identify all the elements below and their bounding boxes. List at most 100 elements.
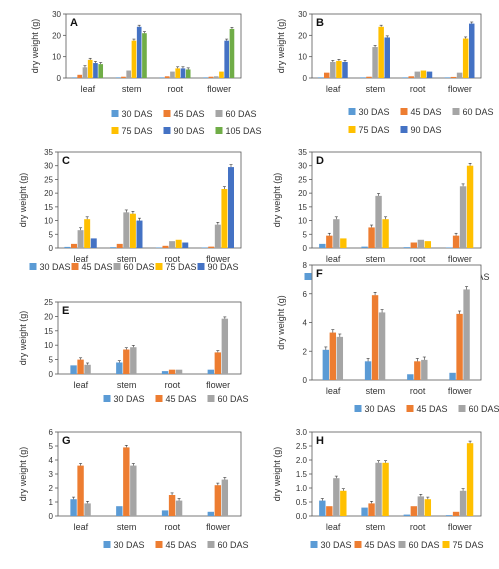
y-tick-label: 0.5 (296, 498, 308, 507)
legend-label: 75 DAS (453, 540, 484, 550)
bar (368, 227, 375, 248)
legend-label: 45 DAS (417, 404, 448, 414)
bar (121, 76, 126, 78)
bar (417, 496, 425, 516)
bar (182, 242, 189, 248)
bar (414, 71, 421, 78)
legend-label: 105 DAS (226, 126, 262, 136)
bar (213, 76, 219, 78)
bar (131, 40, 137, 78)
bar (382, 462, 389, 516)
legend-swatch (29, 263, 37, 270)
legend-label: 30 DAS (321, 540, 352, 550)
y-tick-label: 5 (49, 356, 54, 365)
legend-swatch (354, 541, 362, 548)
bar (360, 77, 366, 78)
y-tick-label: 0 (303, 244, 308, 253)
bar (336, 336, 344, 380)
y-tick-label: 10 (52, 53, 61, 62)
plot-frame (311, 151, 482, 249)
x-category-label: stem (366, 386, 386, 396)
bar (456, 72, 463, 78)
legend-swatch (406, 405, 414, 412)
x-category-label: root (410, 522, 426, 532)
y-axis-label: dry weight (g) (272, 447, 282, 502)
bar (221, 318, 229, 374)
y-tick-label: 0 (303, 376, 308, 385)
legend-label: 45 DAS (166, 540, 197, 550)
panel-label: H (316, 435, 324, 447)
bar (161, 510, 169, 516)
panel-H: H 0.0 0.5 1.0 1.5 2.0 2.5 3.0 dry weight (g) leaf… (272, 428, 484, 550)
x-category-label: root (165, 380, 181, 390)
x-category-label: stem (117, 522, 137, 532)
legend-swatch (215, 110, 223, 117)
bar (208, 246, 215, 248)
bar (323, 72, 330, 78)
bar (70, 243, 77, 248)
x-category-label: flower (448, 84, 472, 94)
legend-swatch (348, 108, 356, 115)
bar (175, 239, 182, 248)
legend-swatch (163, 127, 171, 134)
bar (159, 77, 165, 78)
bar (340, 490, 347, 516)
bar (444, 77, 451, 78)
y-tick-label: 2 (49, 484, 54, 493)
bar (129, 213, 136, 248)
x-category-label: stem (366, 522, 386, 532)
x-category-label: stem (117, 380, 137, 390)
bar (450, 76, 457, 78)
legend-swatch (304, 273, 312, 280)
legend-swatch (398, 541, 406, 548)
bar (224, 40, 230, 78)
bar (384, 37, 390, 78)
bar (466, 443, 474, 516)
y-tick-label: 15 (44, 327, 53, 336)
panel-label: B (316, 17, 324, 29)
bar (408, 76, 414, 78)
legend-label: 30 DAS (122, 109, 153, 119)
y-tick-label: 20 (52, 31, 61, 40)
y-tick-label: 20 (44, 312, 53, 321)
y-tick-label: 30 (44, 162, 53, 171)
legend-swatch (111, 127, 119, 134)
y-tick-label: 0 (49, 512, 54, 521)
legend-label: 45 DAS (82, 262, 113, 272)
legend-swatch (197, 263, 205, 270)
y-tick-label: 2 (303, 347, 308, 356)
y-tick-label: 20 (298, 189, 307, 198)
bar (208, 76, 214, 78)
bar (185, 69, 191, 78)
bar (110, 247, 117, 248)
bar (221, 479, 229, 516)
bar (98, 64, 104, 78)
bar (317, 77, 324, 78)
legend-label: 45 DAS (365, 540, 396, 550)
y-tick-label: 0 (303, 74, 308, 83)
y-tick-label: 30 (52, 10, 61, 19)
bar (326, 506, 333, 516)
y-axis-label: dry weight (g) (276, 19, 286, 74)
y-tick-label: 10 (298, 217, 307, 226)
bar (214, 224, 221, 248)
legend-swatch (310, 541, 318, 548)
y-tick-label: 0 (57, 74, 62, 83)
bar (207, 511, 215, 516)
x-category-label: flower (448, 522, 472, 532)
bar (333, 219, 340, 248)
panel-B: B 0 10 20 30 dry weight (g) leaf stem root flower… (276, 10, 494, 135)
bar (116, 243, 123, 248)
bar (180, 68, 186, 78)
bar (214, 485, 222, 516)
bar (214, 352, 222, 374)
panel-label: C (62, 155, 70, 167)
bar (164, 76, 170, 78)
bar (326, 235, 333, 248)
legend-label: 75 DAS (166, 262, 197, 272)
y-tick-label: 35 (44, 148, 53, 157)
bar (123, 212, 130, 248)
x-category-label: leaf (74, 254, 89, 264)
bar (70, 365, 77, 374)
bar (130, 465, 137, 516)
